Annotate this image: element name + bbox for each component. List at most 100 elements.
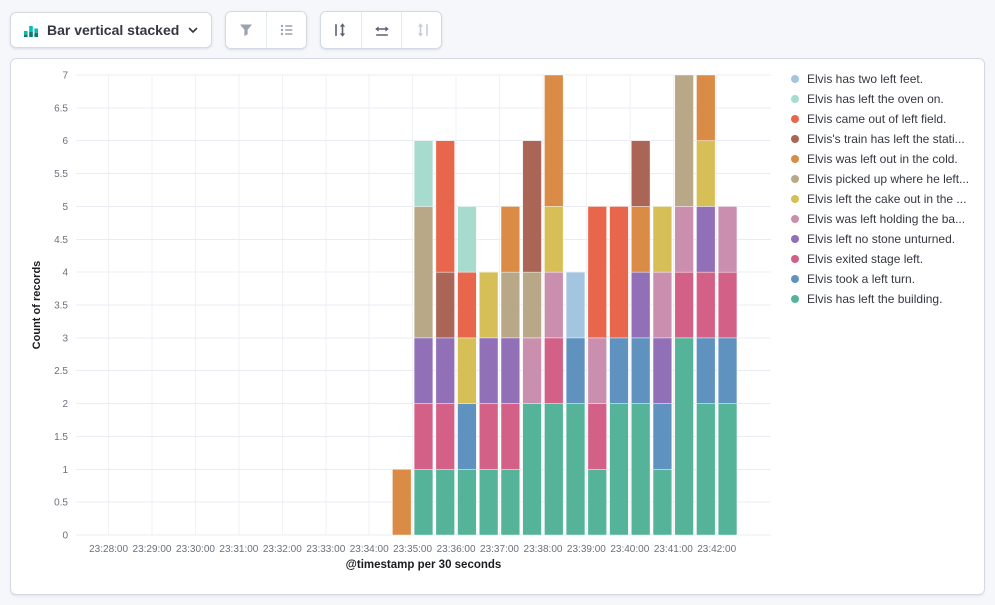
bar-segment[interactable] [435, 271, 455, 339]
bar-segment[interactable] [435, 337, 455, 404]
legend-color-dot [791, 255, 799, 264]
bar-segment[interactable] [457, 403, 477, 470]
bar-segment[interactable] [522, 337, 542, 404]
bar-segment[interactable] [674, 74, 694, 207]
bar-segment[interactable] [587, 468, 607, 536]
bar-segment[interactable] [696, 140, 716, 207]
bar-segment[interactable] [717, 337, 738, 404]
display-options-group [225, 11, 308, 49]
legend-item[interactable]: Elvis has left the oven on. [791, 92, 979, 106]
bar-segment[interactable] [435, 140, 455, 273]
bar-segment[interactable] [652, 206, 673, 273]
bar-segment[interactable] [478, 337, 499, 404]
bar-segment[interactable] [609, 403, 629, 536]
bar-segment[interactable] [696, 74, 716, 142]
bar-segment[interactable] [565, 271, 586, 339]
bar-segment[interactable] [435, 403, 455, 470]
legend-button[interactable] [266, 12, 307, 48]
bar-segment[interactable] [500, 337, 521, 404]
legend-item[interactable]: Elvis has two left feet. [791, 72, 979, 86]
bar-segment[interactable] [478, 403, 499, 470]
bar-segment[interactable] [478, 271, 499, 339]
x-axis-title: @timestamp per 30 seconds [345, 559, 502, 571]
bar-segment[interactable] [544, 206, 564, 273]
right-axis-button[interactable] [401, 12, 442, 48]
bar-segment[interactable] [457, 468, 477, 536]
left-axis-icon [333, 22, 349, 38]
bar-segment[interactable] [587, 403, 607, 470]
bar-segment[interactable] [652, 337, 673, 404]
bar-segment[interactable] [544, 403, 564, 536]
bar-segment[interactable] [500, 271, 521, 339]
y-tick-label: 6 [62, 136, 68, 147]
bar-segment[interactable] [522, 271, 542, 339]
legend-item[interactable]: Elvis's train has left the stati... [791, 132, 979, 147]
legend-item[interactable]: Elvis was left holding the ba... [791, 212, 979, 226]
bar-segment[interactable] [717, 206, 738, 273]
bar-segment[interactable] [652, 403, 673, 470]
bar-segment[interactable] [413, 206, 434, 339]
bar-segment[interactable] [717, 271, 738, 339]
legend-item[interactable]: Elvis took a left turn. [791, 272, 979, 287]
x-tick-label: 23:31:00 [219, 544, 258, 555]
bar-segment[interactable] [696, 271, 716, 339]
bar-segment[interactable] [652, 271, 673, 339]
bar-segment[interactable] [631, 337, 651, 404]
bar-segment[interactable] [631, 140, 651, 207]
bar-segment[interactable] [544, 74, 564, 207]
bar-segment[interactable] [392, 468, 412, 536]
bar-segment[interactable] [652, 468, 673, 536]
bar-segment[interactable] [413, 468, 434, 536]
bar-segment[interactable] [522, 403, 542, 536]
legend-item[interactable]: Elvis exited stage left. [791, 252, 979, 266]
left-axis-button[interactable] [321, 12, 362, 48]
bar-segment[interactable] [457, 271, 477, 339]
bar-segment[interactable] [631, 206, 651, 273]
bar-segment[interactable] [413, 140, 434, 207]
chart-type-dropdown[interactable]: Bar vertical stacked [10, 12, 213, 48]
bar-segment[interactable] [609, 206, 629, 339]
legend-item[interactable]: Elvis picked up where he left... [791, 172, 979, 186]
legend-label: Elvis took a left turn. [807, 272, 916, 287]
legend-label: Elvis's train has left the stati... [807, 132, 965, 147]
bar-segment[interactable] [609, 337, 629, 404]
bar-segment[interactable] [522, 140, 542, 273]
values-button[interactable] [226, 12, 267, 48]
bar-segment[interactable] [544, 337, 564, 404]
legend-item[interactable]: Elvis left no stone unturned. [791, 232, 979, 246]
bar-segment[interactable] [435, 468, 455, 536]
bar-segment[interactable] [717, 403, 738, 536]
bar-segment[interactable] [500, 468, 521, 536]
x-tick-label: 23:42:00 [697, 544, 736, 555]
y-tick-label: 4.5 [54, 235, 68, 246]
bar-segment[interactable] [631, 271, 651, 339]
bar-segment[interactable] [478, 468, 499, 536]
bar-segment[interactable] [696, 206, 716, 273]
bar-segment[interactable] [500, 206, 521, 273]
bottom-axis-button[interactable] [361, 12, 402, 48]
legend-item[interactable]: Elvis came out of left field. [791, 112, 979, 126]
legend-item[interactable]: Elvis has left the building. [791, 292, 979, 306]
bar-segment[interactable] [544, 271, 564, 339]
bar-segment[interactable] [674, 206, 694, 273]
bar-segment[interactable] [413, 403, 434, 470]
legend-color-dot [791, 235, 799, 244]
bar-segment[interactable] [413, 337, 434, 404]
bar-segment[interactable] [587, 206, 607, 339]
bar-segment[interactable] [674, 271, 694, 339]
bar-segment[interactable] [587, 337, 607, 404]
bar-segment[interactable] [696, 337, 716, 404]
chart-panel: Count of records 23:28:00 23:29:00 23:30:0… [10, 58, 985, 595]
bar-segment[interactable] [457, 337, 477, 404]
bar-segment[interactable] [674, 337, 694, 536]
legend-item[interactable]: Elvis left the cake out in the ... [791, 192, 979, 206]
bar-segment[interactable] [500, 403, 521, 470]
bar-segment[interactable] [696, 403, 716, 536]
bar-segment[interactable] [565, 337, 586, 404]
bar-segment[interactable] [457, 206, 477, 273]
bar-segment[interactable] [565, 403, 586, 536]
bar-segment[interactable] [631, 403, 651, 536]
legend-item[interactable]: Elvis was left out in the cold. [791, 152, 979, 166]
x-tick-label: 23:38:00 [524, 544, 563, 555]
legend-color-dot [791, 135, 799, 144]
